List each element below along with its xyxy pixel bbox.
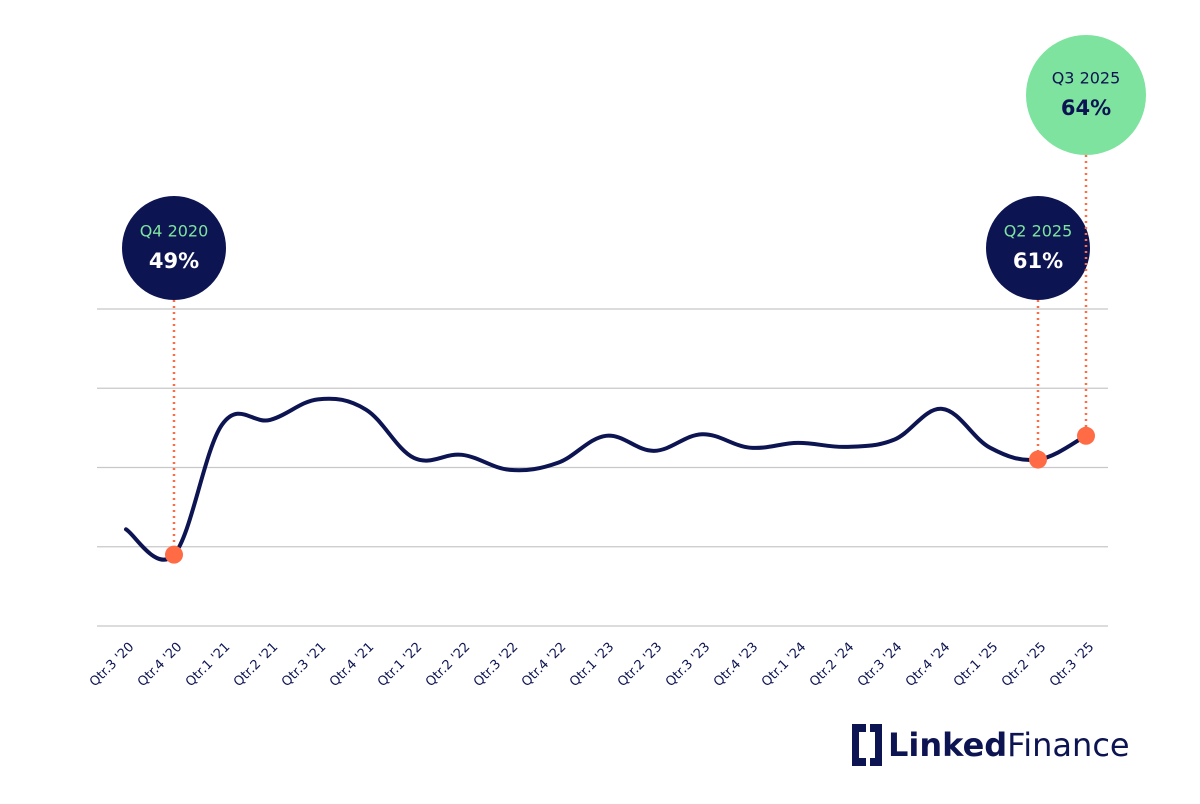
- callout-bubble: [122, 196, 226, 300]
- logo-icon: [870, 724, 882, 766]
- logo-bold: Linked: [888, 726, 1007, 764]
- logo-text: LinkedFinance: [888, 726, 1130, 764]
- x-tick-label: Qtr.3 '24: [855, 640, 905, 690]
- logo-light: Finance: [1007, 726, 1129, 764]
- callout-bubble: [986, 196, 1090, 300]
- logo-icon: [852, 724, 866, 766]
- x-tick-label: Qtr.2 '23: [615, 640, 665, 690]
- x-tick-label: Qtr.4 '20: [135, 640, 185, 690]
- callout-period: Q3 2025: [1052, 69, 1121, 88]
- point-marker: [1029, 450, 1047, 469]
- x-tick-label: Qtr.4 '24: [903, 640, 953, 690]
- callout-value: 49%: [149, 249, 199, 273]
- line-series: [124, 396, 1088, 562]
- x-tick-label: Qtr.1 '21: [183, 640, 233, 690]
- x-tick-label: Qtr.2 '22: [423, 640, 473, 690]
- point-marker: [1077, 426, 1095, 445]
- x-tick-label: Qtr.1 '22: [375, 640, 425, 690]
- x-tick-label: Qtr.4 '21: [327, 640, 377, 690]
- callout-bubble: [1026, 35, 1146, 155]
- x-tick-label: Qtr.2 '24: [807, 640, 857, 690]
- x-tick-label: Qtr.1 '25: [951, 640, 1001, 690]
- callout-value: 61%: [1013, 249, 1063, 273]
- x-tick-label: Qtr.3 '21: [279, 640, 329, 690]
- x-tick-label: Qtr.4 '22: [519, 640, 569, 690]
- x-tick-label: Qtr.2 '21: [231, 640, 281, 690]
- x-tick-label: Qtr.3 '25: [1047, 640, 1097, 690]
- x-tick-label: Qtr.1 '24: [759, 640, 809, 690]
- x-tick-label: Qtr.3 '23: [663, 640, 713, 690]
- x-tick-label: Qtr.1 '23: [567, 640, 617, 690]
- x-tick-label: Qtr.3 '20: [87, 640, 137, 690]
- x-tick-label: Qtr.2 '25: [999, 640, 1049, 690]
- x-tick-label: Qtr.3 '22: [471, 640, 521, 690]
- callout-period: Q2 2025: [1004, 222, 1073, 241]
- callout-value: 64%: [1061, 96, 1111, 120]
- x-tick-label: Qtr.4 '23: [711, 640, 761, 690]
- point-marker: [165, 545, 183, 564]
- callout-period: Q4 2020: [140, 222, 209, 241]
- logo: LinkedFinance: [852, 724, 1130, 766]
